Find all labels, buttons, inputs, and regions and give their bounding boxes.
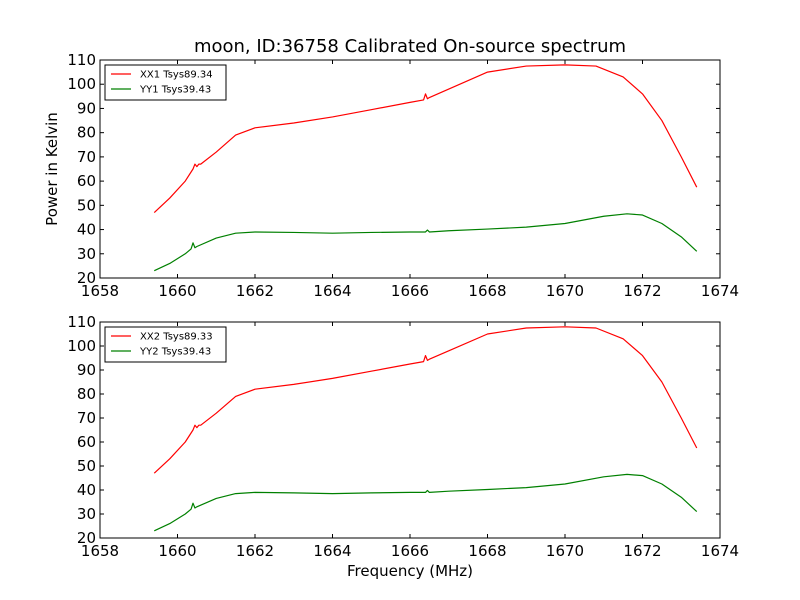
legend-label: XX2 Tsys89.33 (140, 332, 213, 343)
legend-label: YY1 Tsys39.43 (139, 85, 211, 96)
y-tick-label: 30 (77, 245, 96, 263)
x-tick-label: 1660 (158, 542, 196, 560)
y-tick-label: 70 (77, 409, 96, 427)
y-tick-label: 20 (77, 529, 96, 547)
series-line-yy2 (153, 473, 698, 532)
axes-bottom: 1658 1660 1662 1664 1666 1668 1670 1672 1674 20 30… (67, 313, 739, 580)
y-tick-label: 50 (77, 457, 96, 475)
series-line-yy1 (153, 213, 698, 272)
x-tick-label: 1674 (701, 282, 739, 300)
y-tick-label: 20 (77, 269, 96, 287)
x-axis-label: Frequency (MHz) (347, 562, 473, 580)
legend-label: XX1 Tsys89.34 (140, 70, 213, 81)
y-tick-label: 80 (77, 385, 96, 403)
chart-title: moon, ID:36758 Calibrated On-source spec… (194, 36, 626, 57)
y-tick-label: 40 (77, 221, 96, 239)
x-tick-label: 1668 (468, 542, 506, 560)
y-tick-label: 60 (77, 172, 96, 190)
x-tick-label: 1658 (81, 282, 119, 300)
y-axis-label: Power in Kelvin (43, 112, 61, 226)
axes-top: 1658 1660 1662 1664 1666 1668 1670 1672 1674 20 30… (43, 51, 739, 300)
legend-box (104, 326, 227, 363)
y-tick-label: 100 (67, 337, 96, 355)
x-tick-label: 1672 (623, 282, 661, 300)
x-tick-label: 1672 (623, 542, 661, 560)
x-tick-label: 1670 (546, 542, 584, 560)
x-tick-label: 1674 (701, 542, 739, 560)
y-tick-label: 40 (77, 481, 96, 499)
y-tick-label: 110 (67, 51, 96, 69)
series-line-xx1 (153, 64, 698, 214)
legend-label: YY2 Tsys39.43 (139, 347, 211, 358)
series-line-xx2 (153, 326, 698, 474)
y-tick-label: 70 (77, 148, 96, 166)
y-tick-label: 50 (77, 196, 96, 214)
x-tick-label: 1662 (236, 282, 274, 300)
x-tick-label: 1660 (158, 282, 196, 300)
x-tick-label: 1664 (313, 282, 351, 300)
y-tick-label: 80 (77, 124, 96, 142)
y-tick-label: 100 (67, 75, 96, 93)
y-tick-label: 90 (77, 361, 96, 379)
y-tick-label: 30 (77, 505, 96, 523)
x-tick-label: 1662 (236, 542, 274, 560)
y-tick-label: 60 (77, 433, 96, 451)
x-tick-label: 1666 (391, 542, 429, 560)
y-tick-label: 110 (67, 313, 96, 331)
x-tick-label: 1658 (81, 542, 119, 560)
legend-box (104, 64, 227, 101)
x-tick-label: 1668 (468, 282, 506, 300)
x-tick-label: 1666 (391, 282, 429, 300)
y-tick-label: 90 (77, 99, 96, 117)
x-tick-label: 1664 (313, 542, 351, 560)
x-tick-label: 1670 (546, 282, 584, 300)
